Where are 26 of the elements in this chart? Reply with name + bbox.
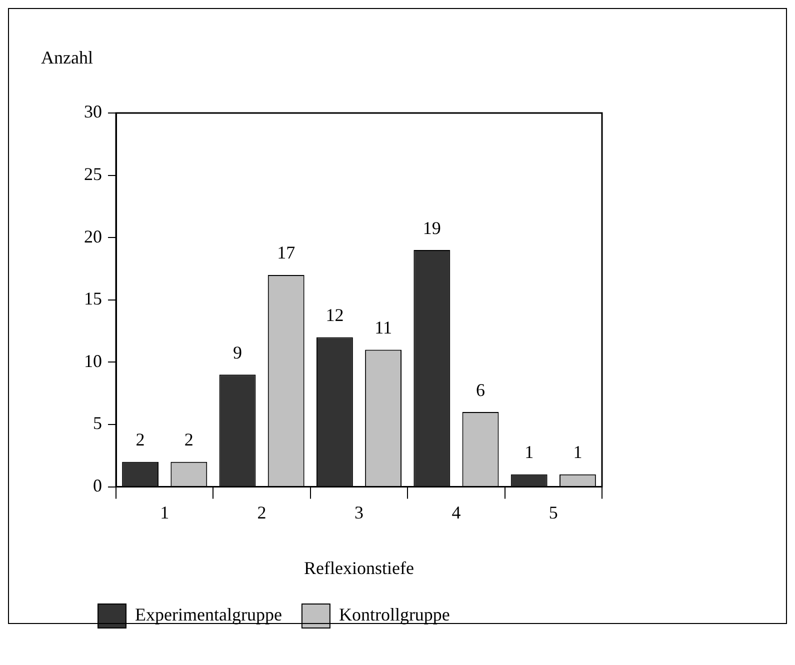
data-label: 1	[524, 442, 534, 462]
y-tick-label: 25	[84, 164, 102, 184]
x-tick-label: 2	[257, 502, 266, 522]
y-tick-label: 10	[84, 350, 102, 371]
x-tick-label: 5	[548, 502, 558, 522]
y-tick-label: 15	[84, 288, 102, 309]
y-axis-title: Anzahl	[41, 48, 93, 68]
data-label: 17	[277, 242, 296, 263]
data-label: 19	[422, 218, 441, 238]
legend-label: Experimentalgruppe	[135, 604, 282, 625]
y-tick-label: 0	[93, 476, 102, 496]
data-label: 2	[136, 430, 145, 450]
data-label: 1	[573, 442, 582, 462]
data-label: 9	[233, 342, 242, 362]
y-tick-label: 20	[84, 226, 102, 246]
x-tick-label: 1	[160, 502, 170, 522]
x-tick-label: 4	[452, 502, 461, 522]
data-label: 11	[374, 317, 392, 338]
y-tick-label: 30	[84, 102, 102, 122]
y-tick-label: 5	[93, 413, 102, 434]
data-label: 12	[326, 305, 344, 326]
data-label: 6	[476, 380, 485, 400]
x-axis-title: Reflexionstiefe	[304, 558, 414, 578]
legend-label: Kontrollgruppe	[338, 604, 450, 625]
x-tick-label: 3	[354, 502, 364, 522]
data-label: 2	[184, 430, 194, 450]
